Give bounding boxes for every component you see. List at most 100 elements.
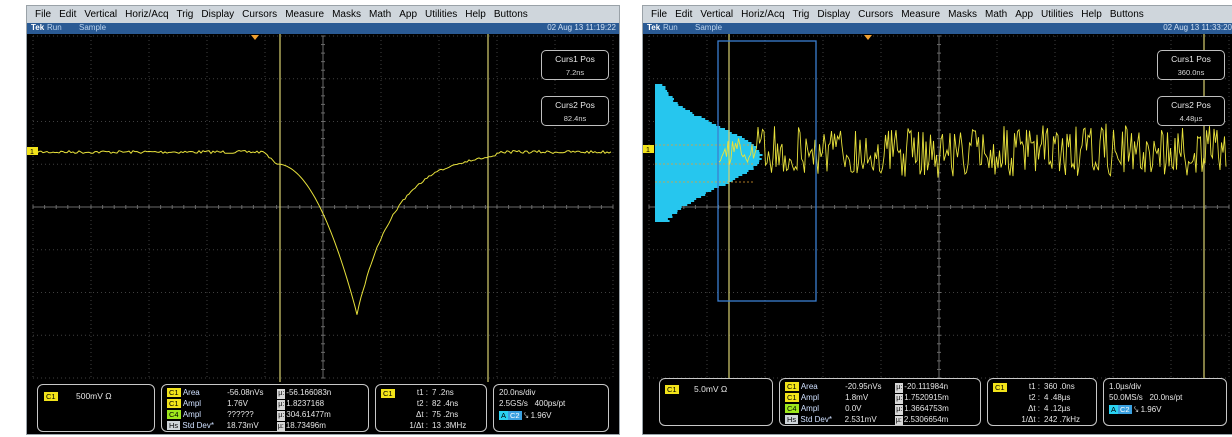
run-state: Run <box>663 23 678 32</box>
curs2-pos-box[interactable]: Curs2 Pos 4.48µs <box>1157 96 1225 126</box>
measurement-row: C4 Ampl 0.0V µ: 1.3664753m <box>785 404 949 415</box>
measurement-readout[interactable]: C1 Area -20.95nVs µ: -20.111984n C1 Ampl … <box>779 378 981 426</box>
menu-masks[interactable]: Masks <box>948 9 977 20</box>
trigger-setting: A C2 ⤥ 1.96V <box>499 411 552 420</box>
histogram-bin <box>655 170 749 172</box>
mean-symbol: µ: <box>894 416 903 425</box>
channel-1-marker-label: 1 <box>30 149 34 156</box>
histogram-bin <box>655 86 666 88</box>
menu-vertical[interactable]: Vertical <box>84 9 118 20</box>
histogram-bin <box>655 148 756 150</box>
curs2-value: 82.4ns <box>563 114 587 123</box>
menu-help[interactable]: Help <box>465 9 486 20</box>
menu-cursors[interactable]: Cursors <box>858 9 894 20</box>
menu-display[interactable]: Display <box>817 9 851 20</box>
histogram-bin <box>655 100 674 102</box>
measurement-name: Std Dev* <box>800 415 832 424</box>
measurement-row: Hs Std Dev* 2.531mV µ: 2.5306654m <box>785 415 948 425</box>
waveform-display[interactable]: 1 <box>643 6 1232 434</box>
measurement-name: Ampl <box>182 410 202 419</box>
histogram <box>655 84 763 222</box>
measurement-source: Hs <box>785 415 799 424</box>
cursor-frequency: 1/Δt :242 .7kHz <box>1021 415 1081 424</box>
measurement-source: C4 <box>167 410 181 419</box>
histogram-bin <box>655 204 688 206</box>
channel-1-waveform <box>34 149 612 315</box>
histogram-gate-box <box>717 40 817 302</box>
menu-app[interactable]: App <box>399 9 418 20</box>
menu-math[interactable]: Math <box>985 9 1008 20</box>
histogram-bin <box>655 186 719 188</box>
mean-symbol: µ: <box>895 394 904 404</box>
measurement-value: -20.95nVs <box>845 382 882 391</box>
menu-edit[interactable]: Edit <box>675 9 693 20</box>
menu-horiz-acq[interactable]: Horiz/Acq <box>741 9 785 20</box>
histogram-bin <box>655 88 666 90</box>
channel-readout[interactable]: C1 5.0mV Ω <box>659 378 773 426</box>
menu-vertical[interactable]: Vertical <box>700 9 734 20</box>
curs1-pos-box[interactable]: Curs1 Pos 7.2ns <box>541 50 609 80</box>
histogram-bin <box>655 128 725 130</box>
channel-tag: C1 <box>44 392 58 401</box>
histogram-bin <box>655 106 683 108</box>
cursor-t2: t2 :82 .4ns <box>416 399 459 408</box>
status-bar: Tek Run Sample 02 Aug 13 11:19:22 <box>27 23 619 34</box>
measurement-mean: -20.111984n <box>904 382 949 391</box>
menu-trig[interactable]: Trig <box>792 9 810 20</box>
histogram-bin <box>655 156 760 158</box>
measurement-name: Area <box>800 382 818 391</box>
histogram-bin <box>655 122 712 124</box>
channel-readout[interactable]: C1 500mV Ω <box>37 384 155 432</box>
measurement-value: ?????? <box>227 410 254 419</box>
menu-buttons[interactable]: Buttons <box>1109 9 1144 20</box>
channel-scale: 5.0mV Ω <box>694 384 728 394</box>
measurement-name: Ampl <box>800 404 820 413</box>
measurement-name: Ampl <box>182 399 202 408</box>
menu-buttons[interactable]: Buttons <box>493 9 528 20</box>
histogram-bin <box>655 190 712 192</box>
timebase-readout[interactable]: 20.0ns/div 2.5GS/s 400ps/pt A C2 ⤥ 1.96V <box>493 384 609 432</box>
brand-label: Tek <box>647 23 661 32</box>
cursor-readout[interactable]: C1 t1 :360 .0ns t2 :4 .48µs Δt :4 .12µs … <box>987 378 1097 426</box>
curs2-pos-box[interactable]: Curs2 Pos 82.4ns <box>541 96 609 126</box>
measurement-row: C1 Area -56.08nVs µ: -56.166083n <box>167 388 332 399</box>
menu-measure[interactable]: Measure <box>285 9 325 20</box>
timebase-readout[interactable]: 1.0µs/div 50.0MS/s 20.0ns/pt A C2 ⤥ 1.96V <box>1103 378 1227 426</box>
menu-cursors[interactable]: Cursors <box>242 9 278 20</box>
menu-edit[interactable]: Edit <box>59 9 77 20</box>
histogram-bin <box>655 138 745 140</box>
histogram-bin <box>655 154 763 156</box>
cursor-readout[interactable]: C1 t1 :7 .2ns t2 :82 .4ns Δt :75 .2ns 1/… <box>375 384 487 432</box>
mean-symbol: µ: <box>276 422 285 431</box>
menu-app[interactable]: App <box>1015 9 1034 20</box>
histogram-bin <box>655 142 752 144</box>
measurement-readout[interactable]: C1 Area -56.08nVs µ: -56.166083n C1 Ampl … <box>161 384 369 432</box>
waveform-display[interactable]: 1 <box>27 6 619 434</box>
measurement-source: C1 <box>167 399 181 408</box>
menu-display[interactable]: Display <box>201 9 235 20</box>
trigger-position-marker <box>251 35 259 40</box>
histogram-bin <box>655 166 754 168</box>
menu-math[interactable]: Math <box>369 9 392 20</box>
trigger-position-marker <box>864 35 872 40</box>
menu-masks[interactable]: Masks <box>332 9 361 20</box>
channel-tag: C1 <box>665 385 679 394</box>
status-bar: Tek Run Sample 02 Aug 13 11:33:20 <box>643 23 1232 34</box>
menu-file[interactable]: File <box>651 9 668 20</box>
menu-file[interactable]: File <box>35 9 52 20</box>
menu-help[interactable]: Help <box>1081 9 1102 20</box>
cursor-delta: Δt :75 .2ns <box>415 410 459 419</box>
histogram-bin <box>655 202 691 204</box>
sample-rate: 50.0MS/s 20.0ns/pt <box>1109 393 1183 402</box>
histogram-bin <box>655 198 697 200</box>
menu-utilities[interactable]: Utilities <box>425 9 458 20</box>
menu-utilities[interactable]: Utilities <box>1041 9 1074 20</box>
curs1-pos-box[interactable]: Curs1 Pos 360.0ns <box>1157 50 1225 80</box>
menu-horiz-acq[interactable]: Horiz/Acq <box>125 9 169 20</box>
cursor-delta: Δt :4 .12µs <box>1027 404 1071 413</box>
histogram-bin <box>655 84 663 86</box>
cursor-t2: t2 :4 .48µs <box>1028 393 1071 402</box>
measurement-mean: -56.166083n <box>286 388 332 397</box>
menu-measure[interactable]: Measure <box>901 9 941 20</box>
menu-trig[interactable]: Trig <box>176 9 194 20</box>
